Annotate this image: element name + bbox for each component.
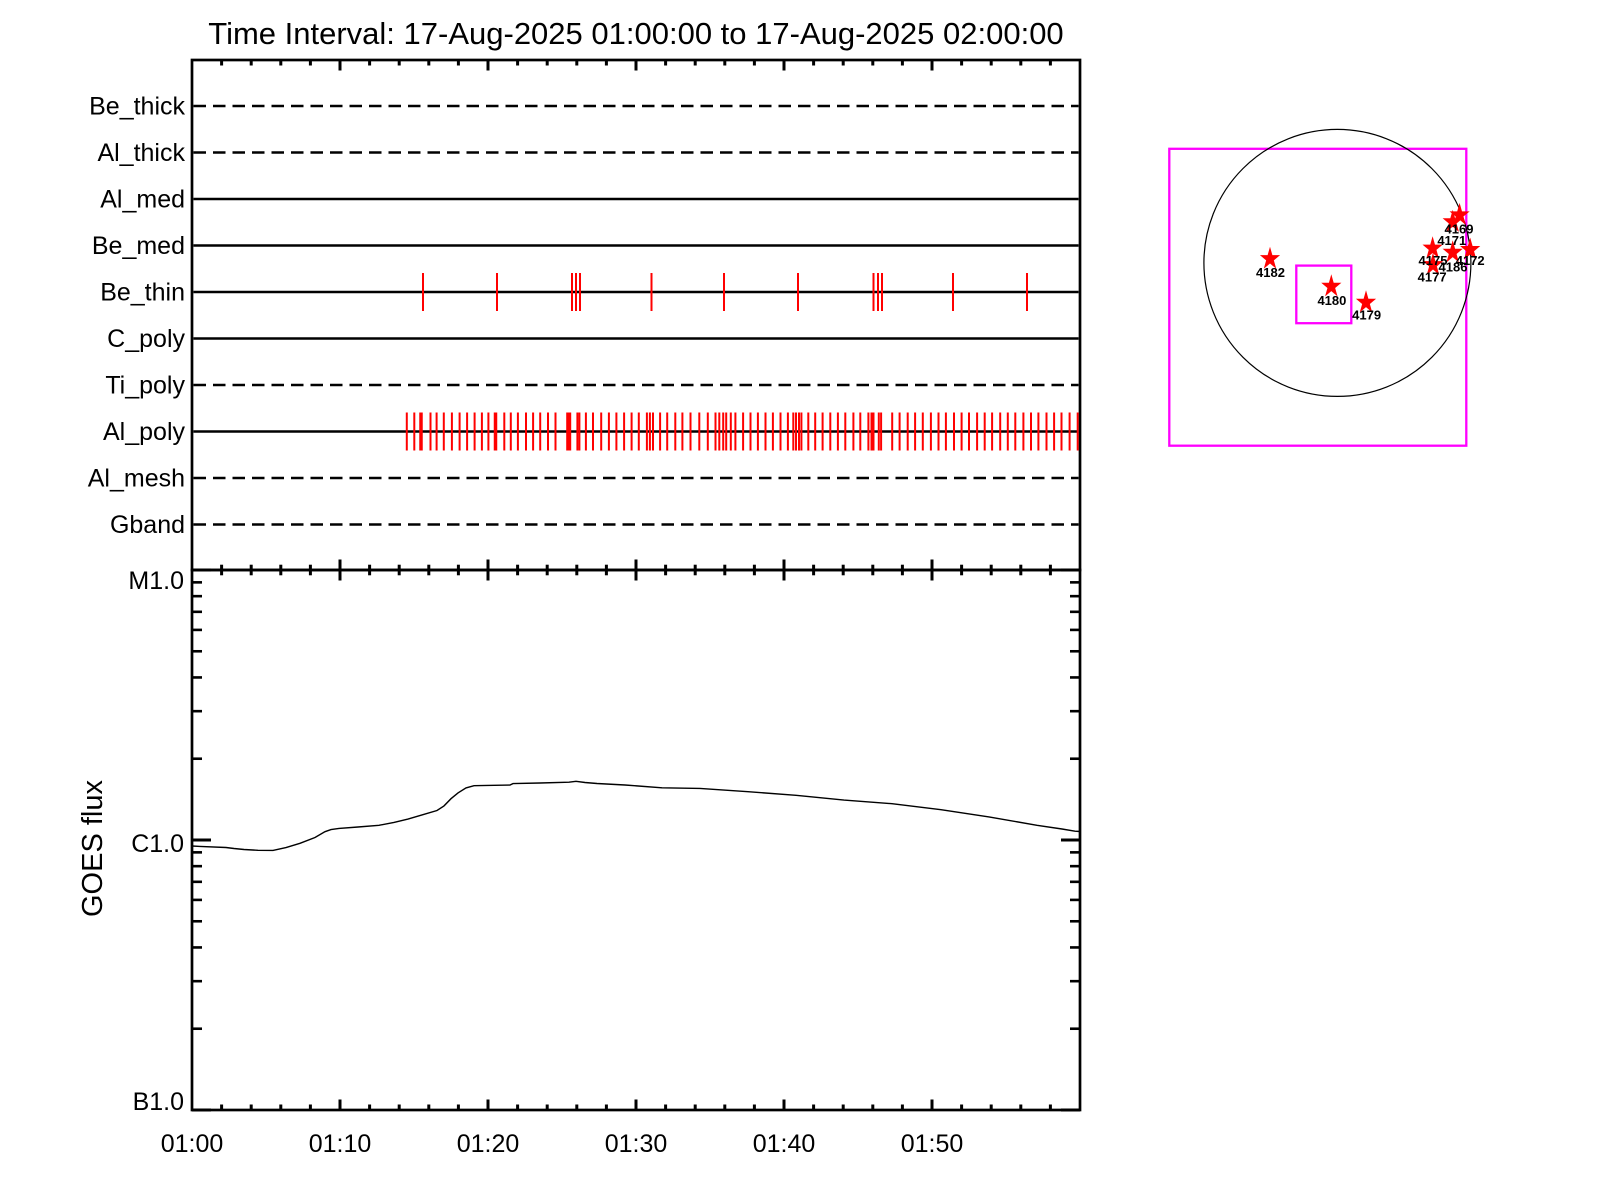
svg-text:C_poly: C_poly bbox=[107, 325, 185, 353]
svg-text:4180: 4180 bbox=[1317, 293, 1346, 308]
svg-text:4177: 4177 bbox=[1418, 270, 1447, 285]
svg-text:Time Interval: 17-Aug-2025 01:: Time Interval: 17-Aug-2025 01:00:00 to 1… bbox=[208, 16, 1063, 51]
svg-text:01:20: 01:20 bbox=[457, 1130, 520, 1158]
svg-text:4169: 4169 bbox=[1445, 222, 1474, 237]
svg-text:01:50: 01:50 bbox=[901, 1130, 964, 1158]
svg-text:C1.0: C1.0 bbox=[131, 830, 184, 858]
svg-text:Ti_poly: Ti_poly bbox=[105, 372, 185, 400]
svg-text:4175: 4175 bbox=[1419, 253, 1448, 268]
svg-text:01:30: 01:30 bbox=[605, 1130, 668, 1158]
svg-text:4179: 4179 bbox=[1352, 308, 1381, 323]
svg-text:Al_mesh: Al_mesh bbox=[88, 465, 185, 493]
svg-text:B1.0: B1.0 bbox=[133, 1088, 184, 1116]
svg-text:M1.0: M1.0 bbox=[128, 567, 184, 595]
svg-text:01:10: 01:10 bbox=[309, 1130, 372, 1158]
svg-text:Al_poly: Al_poly bbox=[103, 418, 185, 446]
svg-text:Gband: Gband bbox=[110, 511, 185, 539]
svg-text:Be_thin: Be_thin bbox=[100, 279, 185, 307]
svg-text:Be_thick: Be_thick bbox=[89, 93, 185, 121]
svg-text:4171: 4171 bbox=[1437, 233, 1466, 248]
svg-text:01:00: 01:00 bbox=[161, 1130, 224, 1158]
svg-text:Be_med: Be_med bbox=[92, 232, 185, 260]
svg-text:01:40: 01:40 bbox=[753, 1130, 816, 1158]
svg-text:4186: 4186 bbox=[1439, 259, 1468, 274]
svg-text:Al_thick: Al_thick bbox=[97, 139, 185, 167]
svg-text:Al_med: Al_med bbox=[100, 186, 185, 214]
svg-text:GOES flux: GOES flux bbox=[77, 780, 109, 917]
svg-text:4172: 4172 bbox=[1456, 253, 1485, 268]
svg-text:4182: 4182 bbox=[1256, 265, 1285, 280]
